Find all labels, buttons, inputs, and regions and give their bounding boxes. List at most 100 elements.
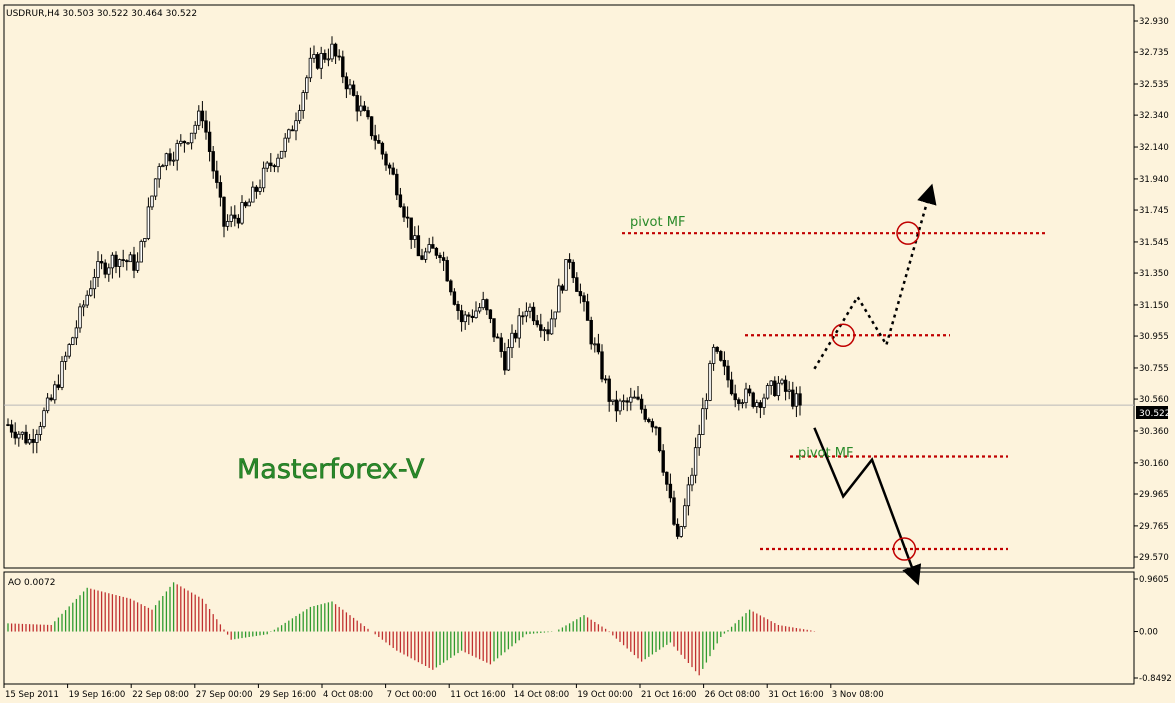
candle-body [290,129,295,132]
candle-body [431,244,435,249]
candle-body [243,202,248,207]
candle-body [139,241,143,263]
candle-body [503,351,507,371]
candle-body [276,157,280,168]
y-axis-ao: 0.9605 0.00 -0.8492 [1134,575,1172,684]
candle-body [323,53,327,60]
candle-body [63,355,68,362]
candle-body [326,58,331,61]
x-tick-label: 26 Oct 08:00 [705,690,760,700]
candle-body [751,392,755,407]
candle-body [78,306,82,329]
y-tick-label: 31.545 [1139,238,1169,248]
candle-body [157,166,161,180]
symbol-info: USDRUR,H4 30.503 30.522 30.464 30.522 [6,9,197,19]
candle-body [31,438,35,443]
candle-body [791,389,795,407]
candle-body [254,186,259,192]
candle-body [200,110,205,122]
candle-body [233,214,237,219]
candle-body [351,84,356,96]
candle-body [585,301,590,321]
candle-body [794,393,799,407]
candle-body [697,434,701,449]
candle-body [765,385,770,399]
candle-body [409,217,413,240]
candle-body [121,259,125,261]
candle-body [657,427,662,452]
candle-body [621,400,626,403]
current-price-box [1136,406,1168,419]
candle-body [600,351,604,380]
candle-body [557,285,561,313]
candle-body [204,120,208,133]
candle-body [146,206,151,239]
candle-body [758,402,763,408]
candle-body [553,311,557,320]
candle-body [53,384,57,401]
candle-body [711,346,716,364]
y-tick-label: 30.560 [1139,395,1169,405]
candle-body [513,332,518,339]
candle-body [96,261,100,278]
candle-body [521,315,525,318]
candle-body [485,299,489,311]
candle-body [258,187,262,192]
candle-body [319,53,323,69]
y-axis-price: 32.930 32.735 32.535 32.340 32.140 31.940 31.7… [1134,17,1169,563]
candle-body [110,254,115,269]
ao-y-tick-label: 0.00 [1139,628,1158,638]
candle-body [27,438,32,444]
candle-body [510,332,514,349]
candle-body [611,399,615,402]
price-pane-frame [3,4,1135,569]
candle-body [247,201,251,207]
candle-body [189,132,194,144]
candle-body [265,162,269,169]
candle-body [330,43,334,60]
y-tick-label: 32.735 [1139,48,1169,58]
candle-body [629,396,633,403]
candle-body [308,57,313,79]
candle-body [737,399,741,404]
candle-body [179,140,183,144]
candle-body [470,315,475,319]
candle-body [715,346,719,352]
candle-body [85,294,89,306]
candle-body [675,523,680,537]
candle-body [42,410,46,427]
x-tick-label: 15 Sep 2011 [5,690,59,700]
candle-body [197,110,201,126]
candle-body [135,261,140,271]
candle-body [92,277,97,290]
candle-body [56,384,61,388]
y-tick-label: 31.940 [1139,175,1169,185]
candle-body [564,259,568,291]
x-tick-label: 14 Oct 08:00 [514,690,569,700]
candle-body [643,408,647,420]
forecast-path-up [813,183,937,370]
candle-body [744,388,748,404]
candle-body [398,194,403,208]
candle-body [517,315,521,339]
candle-body [402,206,406,218]
candle-body [168,153,172,162]
candle-body [175,143,179,161]
candle-body [294,120,298,132]
candle-body [215,170,219,183]
candle-body [74,327,79,339]
candle-body [499,337,503,352]
candle-body [315,54,320,69]
x-tick-label: 27 Sep 00:00 [196,690,253,700]
candle-body [301,92,305,111]
candle-body [701,408,705,435]
candle-body [769,380,773,386]
candle-body [67,344,71,357]
x-tick-label: 21 Oct 16:00 [641,690,696,700]
candle-body [20,431,25,435]
candle-body [492,318,496,338]
candle-body [571,261,575,279]
candle-body [377,139,381,144]
ao-label: AO 0.0072 [8,578,55,588]
